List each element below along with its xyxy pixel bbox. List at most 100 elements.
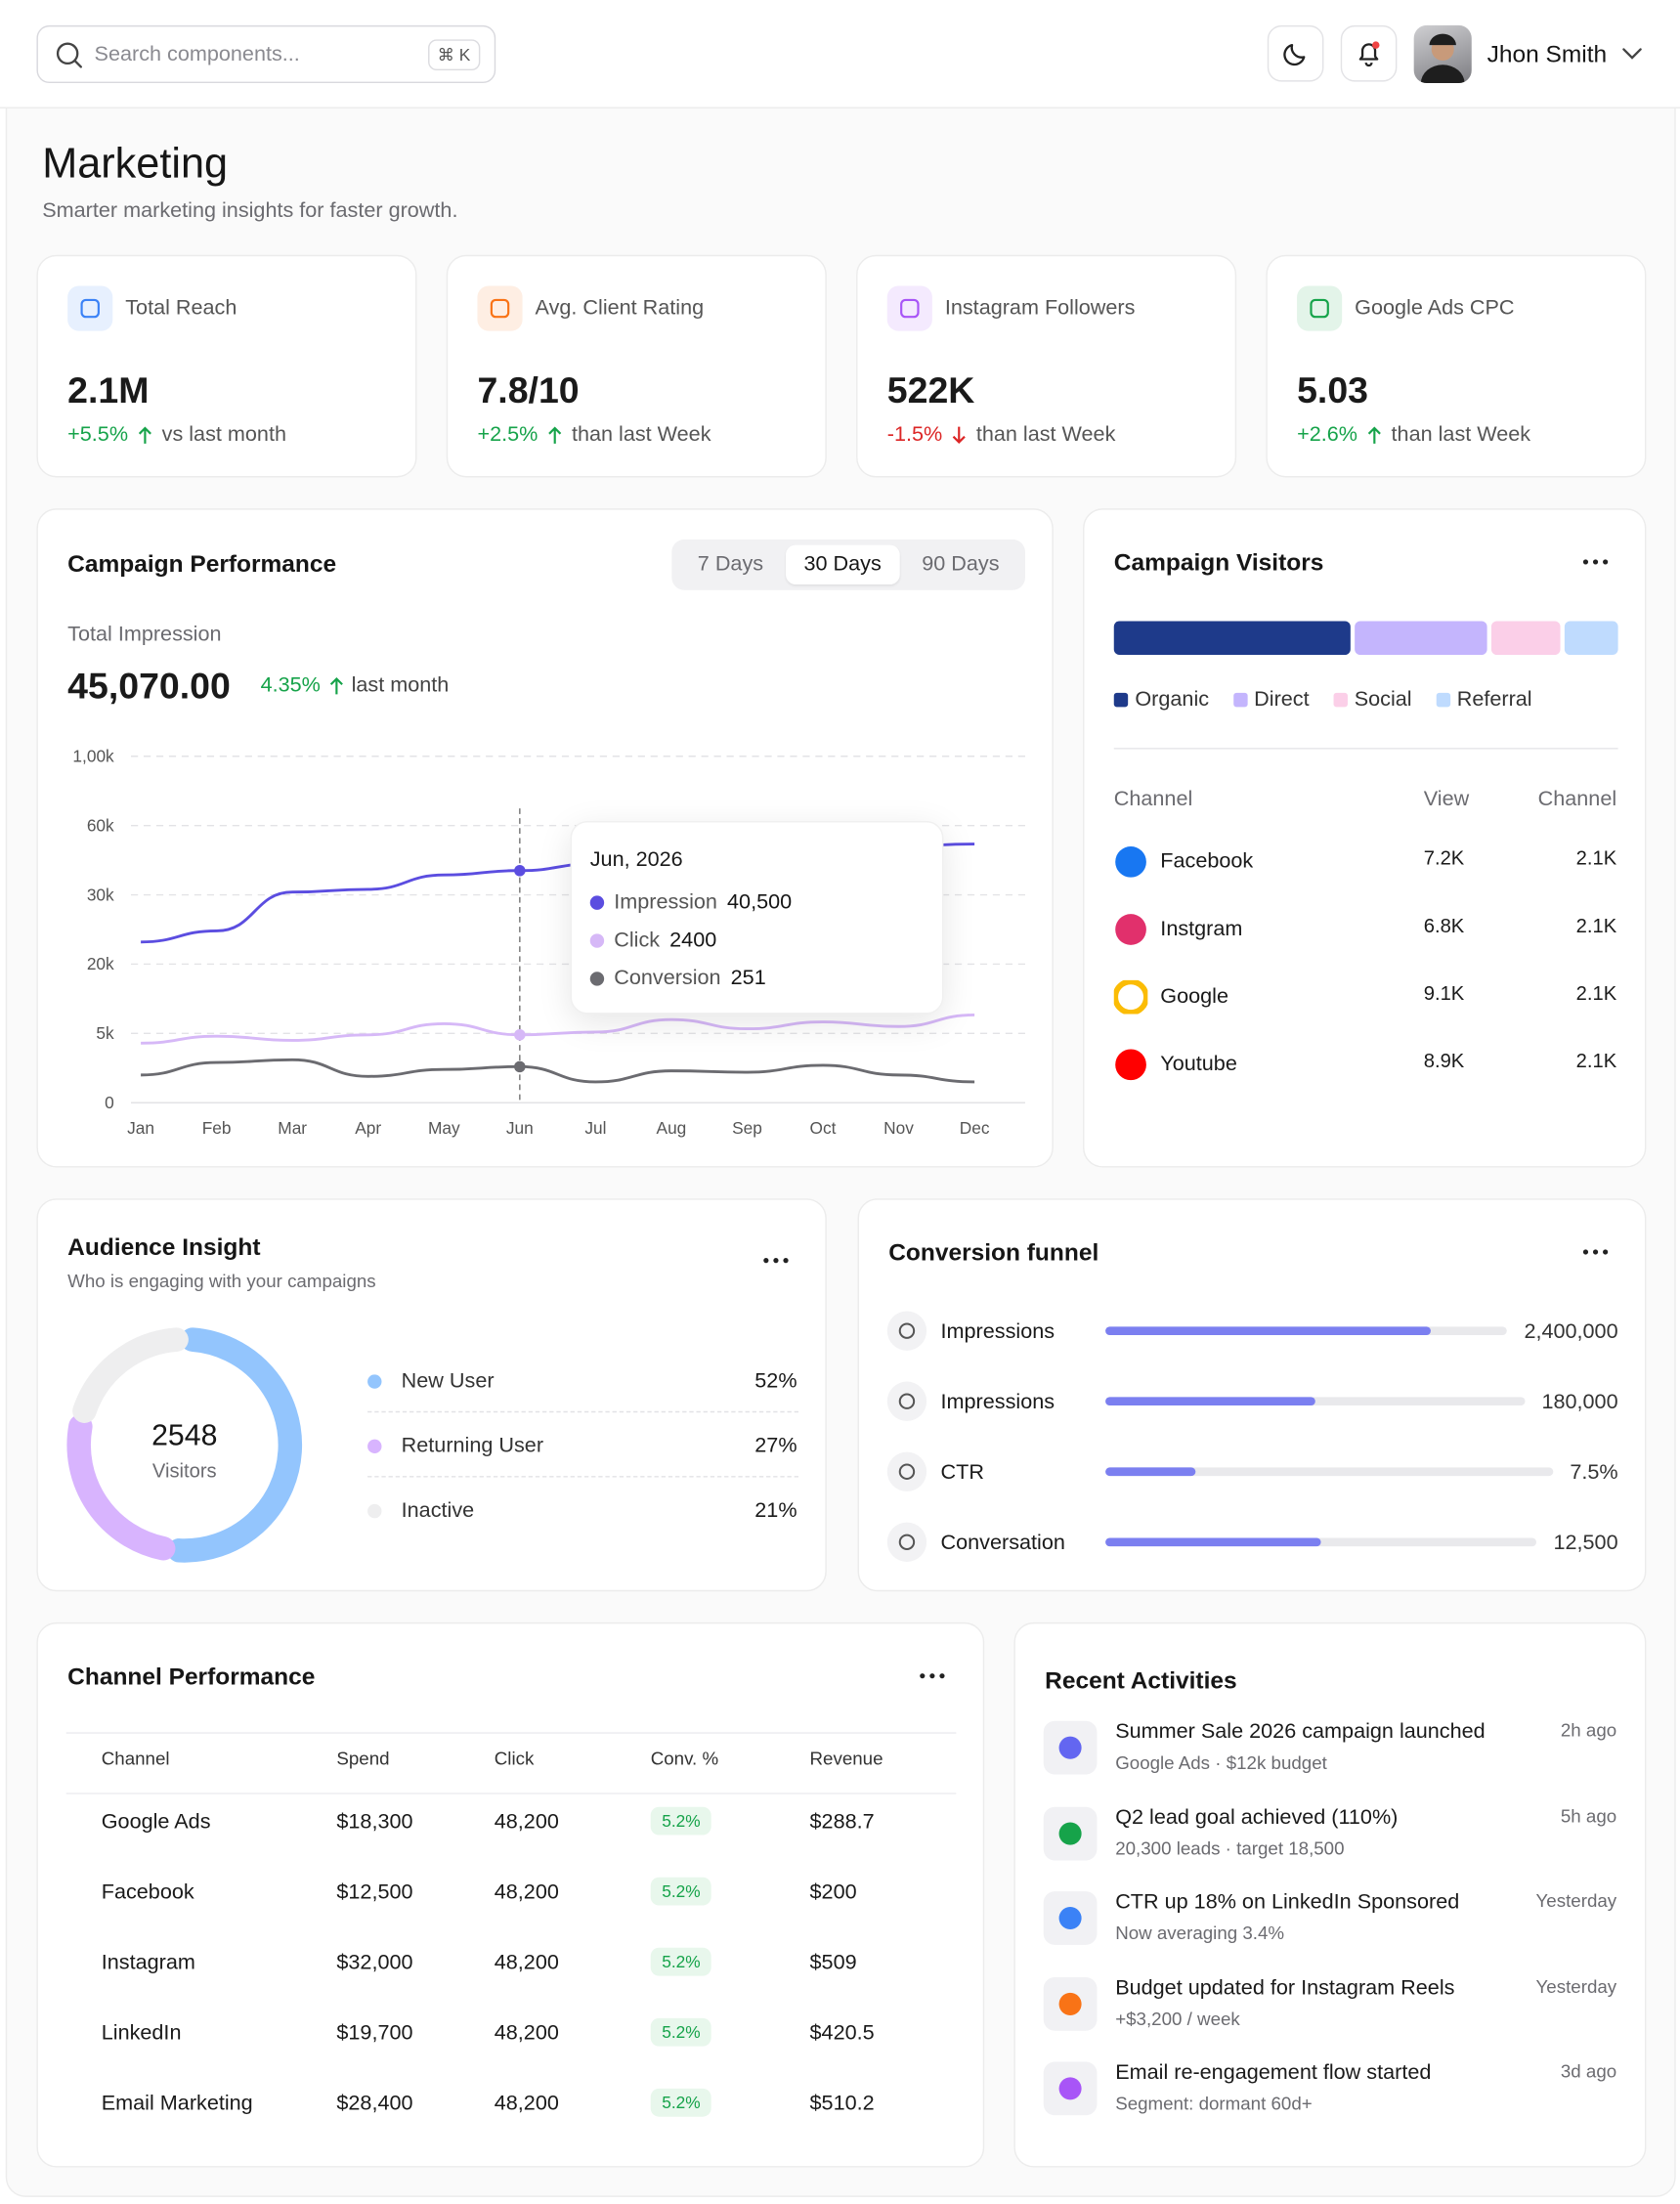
table-row: LinkedIn $19,700 48,200 5.2% $420.5 — [66, 1997, 957, 2067]
notifications[interactable] — [1340, 24, 1398, 82]
range-tab[interactable]: 30 Days — [785, 544, 900, 584]
channel-count: 2.1K — [1575, 981, 1617, 1005]
donut-chart: 2548 Visitors — [66, 1327, 303, 1563]
donut-total: 2548 — [151, 1419, 217, 1451]
legend-label: Social — [1354, 687, 1412, 712]
range-tabs: 7 Days 30 Days 90 Days — [671, 539, 1025, 590]
cell-text: $510.2 — [809, 2091, 875, 2115]
icon-shape — [1115, 1049, 1146, 1081]
segment-name: New User — [401, 1368, 495, 1394]
activity-time: 2h ago — [1560, 1719, 1617, 1741]
stat-change: +2.6% than last Week — [1297, 422, 1530, 446]
activity-title: Email re-engagement flow started — [1115, 2060, 1432, 2085]
table-cell: 5.2% — [650, 2088, 810, 2117]
activity-detail: 20,300 leads · target 18,500 — [1115, 1837, 1345, 1859]
funnel-icon — [886, 1522, 927, 1562]
page-title: Marketing — [42, 141, 229, 188]
glyph-shape — [1058, 2077, 1082, 2100]
channel-view: 6.8K — [1423, 914, 1465, 937]
down-arrow — [953, 425, 967, 444]
glyph-shape — [898, 1534, 916, 1551]
donut-arc — [167, 1327, 303, 1563]
stacked-segment — [1490, 621, 1560, 656]
channel-name: Instgram — [1160, 917, 1243, 941]
conv-badge: 5.2% — [650, 1877, 712, 1906]
avatar[interactable] — [1413, 24, 1472, 84]
change-value: +2.5% — [477, 422, 538, 447]
funnel-glyph — [898, 1534, 916, 1551]
divider — [367, 1410, 798, 1413]
user-menu-chevron[interactable] — [1620, 45, 1643, 62]
funnel-row: Impressions 2,400,000 — [886, 1310, 1618, 1352]
donut-arc — [72, 1327, 189, 1423]
more-menu[interactable] — [1580, 555, 1612, 569]
arrow-shape — [548, 425, 562, 444]
channel-icon — [1115, 1049, 1146, 1081]
stat-icon — [886, 285, 932, 331]
column-header: View — [1423, 787, 1470, 811]
arrow-shape — [138, 425, 151, 444]
legend-swatch — [1333, 692, 1348, 707]
divider — [65, 1732, 957, 1734]
search-placeholder: Search components... — [94, 42, 300, 66]
icon-wrap — [1114, 913, 1148, 954]
change-note: than last Week — [1391, 422, 1531, 447]
funnel-value: 12,500 — [1553, 1530, 1618, 1555]
recent-activities-card: Recent Activities Summer Sale 2026 campa… — [1013, 1621, 1647, 2168]
stat-label: Instagram Followers — [944, 295, 1136, 321]
y-tick-label: 1,00k — [72, 747, 114, 766]
funnel-glyph — [898, 1463, 916, 1480]
funnel-bar — [1105, 1537, 1321, 1547]
y-tick-label: 60k — [87, 815, 114, 835]
card-title: Audience Insight — [67, 1233, 261, 1261]
more-menu[interactable] — [1580, 1245, 1612, 1259]
column-header: Click — [494, 1748, 535, 1769]
activity-title: Summer Sale 2026 campaign launched — [1115, 1719, 1486, 1744]
tooltip-value: 251 — [730, 966, 766, 990]
activity-time: 3d ago — [1560, 2060, 1617, 2082]
funnel-bar — [1105, 1467, 1195, 1477]
icon-shape — [1112, 978, 1149, 1016]
cell-text: $28,400 — [336, 2091, 413, 2115]
theme-toggle[interactable] — [1267, 24, 1324, 82]
channel-icon — [1115, 914, 1146, 945]
channel-icon — [1112, 978, 1149, 1016]
legend-dot — [589, 894, 605, 910]
stat-icon — [1297, 285, 1343, 331]
channel-performance-card: Channel Performance Channel Spend Click Con… — [36, 1621, 985, 2168]
more-menu[interactable] — [760, 1253, 792, 1267]
stat-card: Total Reach 2.1M +5.5% vs last month — [36, 254, 417, 478]
stat-icon — [477, 285, 523, 331]
stat-change: -1.5% than last Week — [887, 422, 1116, 446]
range-tab[interactable]: 90 Days — [922, 551, 1000, 577]
table-cell: $200 — [810, 1880, 992, 1903]
metric-change: 4.35% last month — [261, 673, 450, 697]
table-cell: LinkedIn — [102, 2020, 337, 2044]
table-cell: $12,500 — [336, 1880, 494, 1903]
more-menu[interactable] — [917, 1668, 948, 1682]
table-row: Facebook $12,500 48,200 5.2% $200 — [66, 1856, 957, 1926]
table-cell: Google Ads — [102, 1809, 337, 1833]
funnel-track — [1105, 1537, 1537, 1547]
stacked-segment — [1564, 621, 1618, 656]
search-icon — [56, 42, 83, 68]
activity-glyph — [1058, 2077, 1082, 2100]
funnel-label: Impressions — [940, 1318, 1055, 1343]
icon-shape — [1115, 845, 1146, 878]
moon-icon — [1283, 43, 1306, 66]
chart-tooltip: Jun, 2026 Impression 40,500 Click 2400 Conve… — [570, 821, 944, 1015]
donut-arc — [66, 1414, 176, 1561]
change-value: +5.5% — [67, 422, 129, 447]
channel-name: Youtube — [1160, 1052, 1237, 1076]
range-tab[interactable]: 7 Days — [697, 551, 764, 577]
card-subtitle: Who is engaging with your campaigns — [67, 1270, 376, 1292]
segment-name: Inactive — [401, 1498, 475, 1523]
user-name[interactable]: Jhon Smith — [1486, 40, 1608, 68]
activity-time: 5h ago — [1560, 1804, 1617, 1827]
search-box[interactable]: Search components... ⌘ K — [36, 24, 496, 84]
stat-glyph — [80, 298, 100, 319]
segment-percent: 27% — [754, 1433, 797, 1458]
channel-name: Google — [1160, 984, 1229, 1009]
x-tick-label: Oct — [810, 1118, 837, 1138]
cell-text: $420.5 — [809, 2019, 875, 2045]
